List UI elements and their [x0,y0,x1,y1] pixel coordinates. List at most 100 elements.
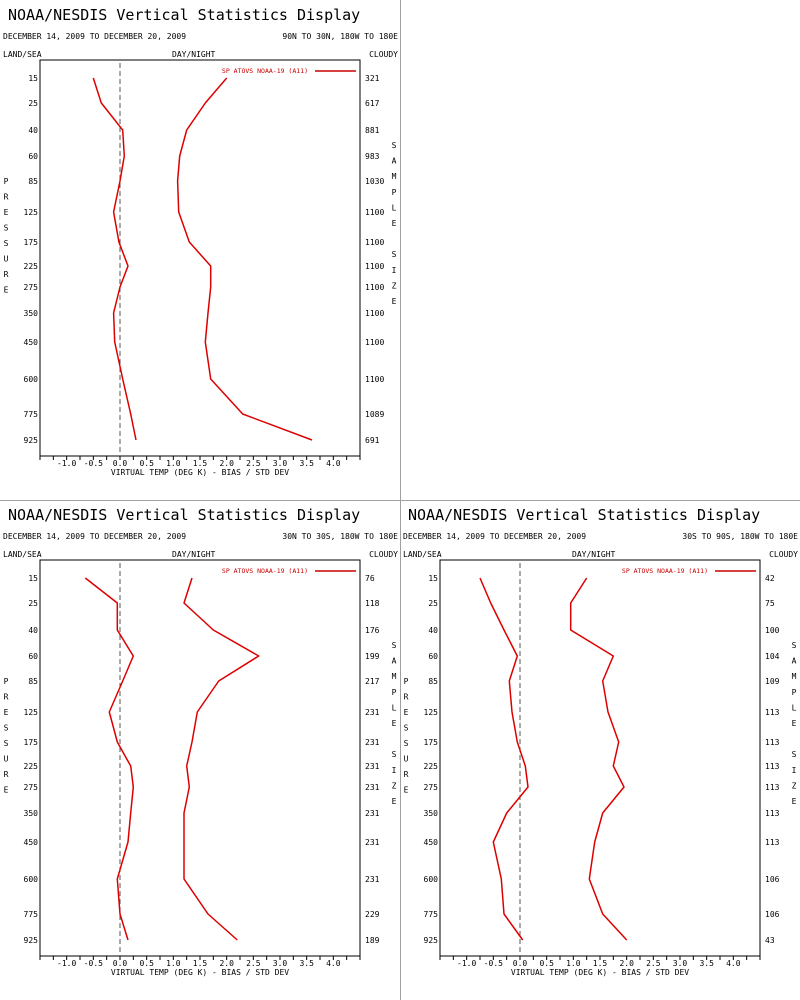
pressure-axis-letter: E [4,786,9,795]
pressure-level-label: 600 [424,875,439,884]
sample-size-axis-letter: S [392,641,397,650]
pressure-level-label: 350 [424,809,439,818]
x-tick-label: 0.0 [113,459,128,468]
pressure-level-label: 15 [428,574,438,583]
sample-size-axis-letter: P [392,188,397,197]
pressure-axis-letter: R [4,693,9,702]
sample-size-label: 1100 [365,338,384,347]
sample-size-axis-letter: S [792,750,797,759]
sample-size-label: 617 [365,99,380,108]
std-dev-series-line [176,77,313,441]
sample-size-axis-letter: E [392,719,397,728]
x-tick-label: -1.0 [57,459,76,468]
sample-size-axis-letter: M [792,672,797,681]
sample-size-axis-letter: L [392,203,397,212]
chart-tropics-svg: NOAA/NESDIS Vertical Statistics Display D… [3,506,398,977]
date-range: DECEMBER 14, 2009 TO DECEMBER 20, 2009 [3,532,186,541]
region-label: 90N TO 30N, 180W TO 180E [282,32,398,41]
pressure-level-label: 60 [28,652,38,661]
horizontal-separator [0,500,800,501]
x-tick-label: 3.5 [299,959,314,968]
pressure-level-label: 85 [28,177,38,186]
sample-size-axis-letter: E [792,719,797,728]
sample-size-label: 231 [365,875,380,884]
sample-size-label: 109 [765,677,780,686]
x-tick-label: 4.0 [326,459,341,468]
pressure-axis-letter: U [404,755,409,764]
sample-size-label: 1100 [365,238,384,247]
display-title: NOAA/NESDIS Vertical Statistics Display [8,506,360,524]
sample-size-axis-letter: S [392,141,397,150]
pressure-level-label: 25 [28,99,38,108]
sample-size-axis-letter: A [792,657,797,666]
sample-size-label: 229 [365,910,380,919]
pressure-axis-letter: P [4,677,9,686]
pressure-level-label: 925 [424,936,439,945]
pressure-level-label: 40 [28,626,38,635]
pressure-level-label: 450 [424,838,439,847]
sample-size-label: 100 [765,626,780,635]
pressure-level-label: 40 [428,626,438,635]
sample-size-axis-letter: E [392,219,397,228]
x-tick-label: -0.5 [84,959,103,968]
pressure-level-label: 600 [24,875,39,884]
chart-south-svg: NOAA/NESDIS Vertical Statistics Display D… [403,506,798,977]
sample-size-label: 983 [365,152,380,161]
sample-size-axis-letter: I [392,766,397,775]
pressure-level-label: 125 [24,708,39,717]
pressure-axis-letter: E [404,786,409,795]
pressure-level-label: 225 [24,262,39,271]
sample-size-label: 106 [765,875,780,884]
sample-size-label: 113 [765,783,780,792]
sample-size-label: 1100 [365,283,384,292]
pressure-level-label: 350 [24,309,39,318]
sample-size-label: 75 [765,599,775,608]
chart-panel-north: NOAA/NESDIS Vertical Statistics Display D… [0,0,400,500]
sample-size-label: 1030 [365,177,384,186]
sample-size-label: 43 [765,936,775,945]
pressure-axis-letter: R [404,770,409,779]
x-axis-label: VIRTUAL TEMP (DEG K) - BIAS / STD DEV [511,968,689,977]
day-night-label: DAY/NIGHT [172,50,216,59]
sample-size-label: 76 [365,574,375,583]
pressure-level-label: 350 [24,809,39,818]
legend-label: SP ATOVS NOAA-19 (A11) [222,567,308,575]
pressure-level-label: 85 [428,677,438,686]
bias-series-line [84,577,135,941]
sample-size-label: 1100 [365,208,384,217]
pressure-level-label: 175 [24,238,39,247]
sample-size-label: 106 [765,910,780,919]
x-tick-label: -0.5 [484,959,503,968]
sample-size-axis-letter: S [792,641,797,650]
pressure-axis-letter: S [4,739,9,748]
date-range: DECEMBER 14, 2009 TO DECEMBER 20, 2009 [3,32,186,41]
chart-panel-south: NOAA/NESDIS Vertical Statistics Display D… [400,500,800,1000]
bias-series-line [479,577,529,941]
sample-size-label: 113 [765,708,780,717]
pressure-axis-letter: U [4,255,9,264]
pressure-level-label: 275 [24,783,39,792]
sample-size-label: 691 [365,436,380,445]
pressure-axis-letter: E [4,286,9,295]
cloudy-label: CLOUDY [369,50,398,59]
pressure-level-label: 25 [28,599,38,608]
sample-size-label: 1089 [365,410,384,419]
pressure-level-label: 15 [28,574,38,583]
x-tick-label: 1.5 [193,959,208,968]
pressure-level-label: 85 [28,677,38,686]
sample-size-label: 231 [365,738,380,747]
pressure-axis-letter: R [404,693,409,702]
pressure-level-label: 25 [428,599,438,608]
sample-size-label: 104 [765,652,780,661]
land-sea-label: LAND/SEA [3,50,42,59]
chart-north-svg: NOAA/NESDIS Vertical Statistics Display D… [3,6,398,477]
pressure-axis-letter: S [4,239,9,248]
pressure-axis-letter: U [4,755,9,764]
pressure-axis-letter: S [404,724,409,733]
sample-size-label: 231 [365,783,380,792]
x-tick-label: 1.0 [166,959,181,968]
pressure-level-label: 600 [24,375,39,384]
pressure-axis-letter: S [404,739,409,748]
pressure-level-label: 925 [24,936,39,945]
date-range: DECEMBER 14, 2009 TO DECEMBER 20, 2009 [403,532,586,541]
